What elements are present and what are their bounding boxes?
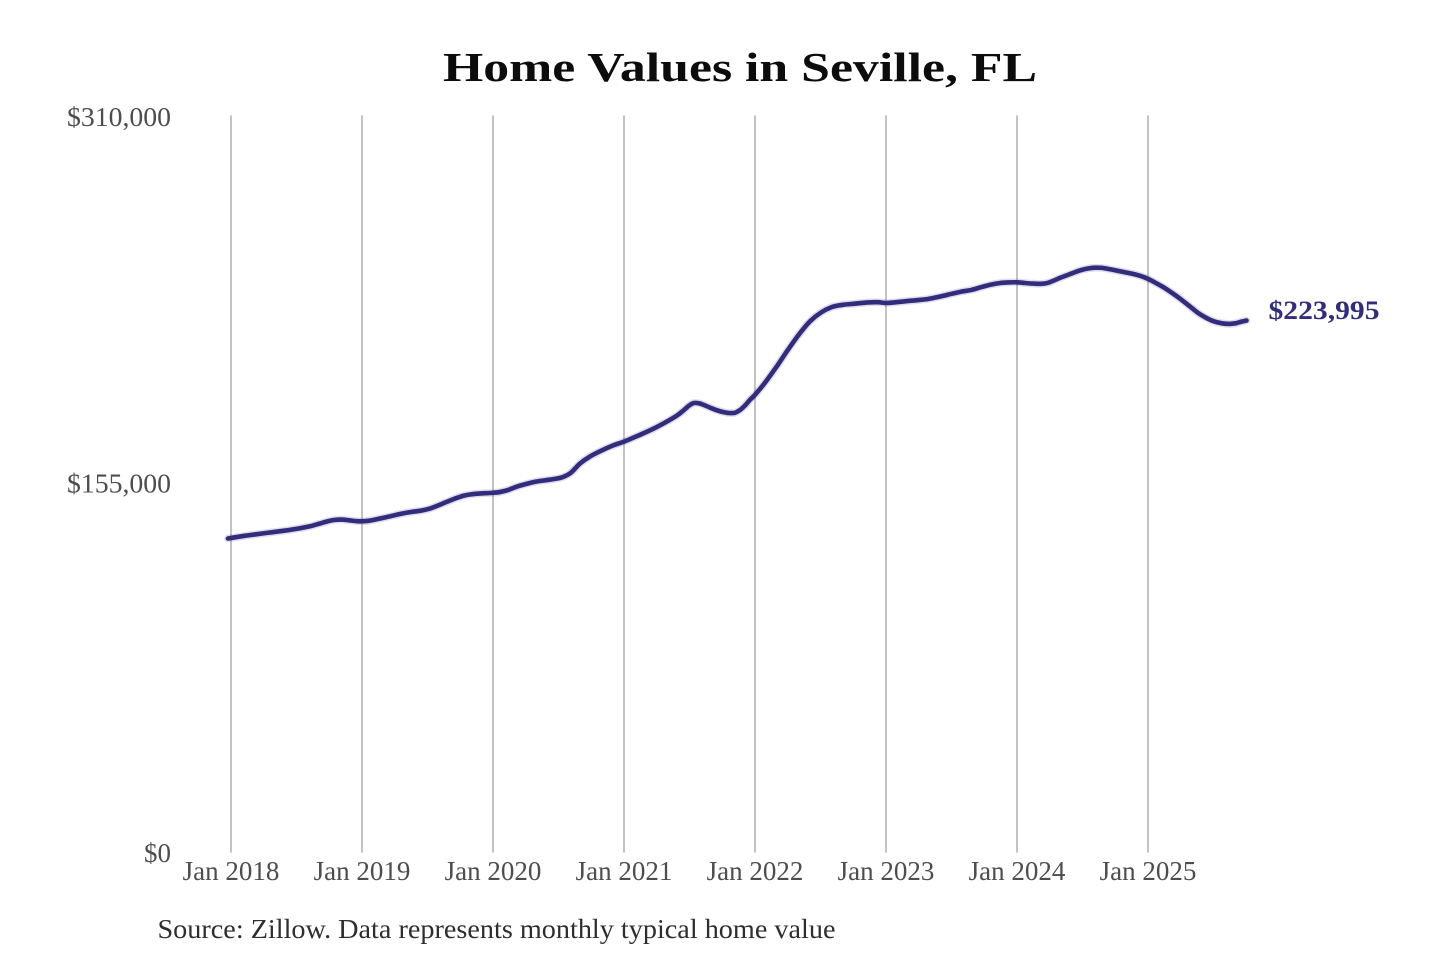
svg-text:$223,995: $223,995 (1269, 295, 1380, 325)
svg-text:$0: $0 (144, 838, 171, 868)
svg-text:Jan 2023: Jan 2023 (838, 856, 935, 886)
svg-text:Home Values in Seville, FL: Home Values in Seville, FL (443, 44, 1037, 90)
svg-text:$155,000: $155,000 (67, 469, 171, 499)
svg-text:$310,000: $310,000 (67, 102, 171, 132)
svg-text:Jan 2024: Jan 2024 (969, 856, 1066, 886)
svg-text:Jan 2022: Jan 2022 (707, 856, 804, 886)
svg-text:Jan 2021: Jan 2021 (576, 856, 673, 886)
svg-text:Jan 2025: Jan 2025 (1100, 856, 1197, 886)
svg-text:Jan 2020: Jan 2020 (445, 856, 542, 886)
svg-text:Source: Zillow. Data represent: Source: Zillow. Data represents monthly … (158, 914, 836, 944)
svg-text:Jan 2018: Jan 2018 (183, 856, 280, 886)
svg-text:Jan 2019: Jan 2019 (314, 856, 411, 886)
